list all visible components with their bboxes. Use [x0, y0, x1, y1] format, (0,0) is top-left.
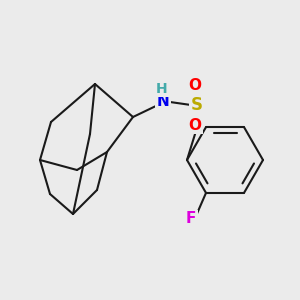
Text: H: H	[156, 82, 168, 96]
Text: O: O	[188, 77, 202, 92]
Text: O: O	[188, 118, 202, 133]
Text: S: S	[191, 96, 203, 114]
Text: F: F	[186, 212, 196, 226]
Text: N: N	[157, 94, 169, 110]
